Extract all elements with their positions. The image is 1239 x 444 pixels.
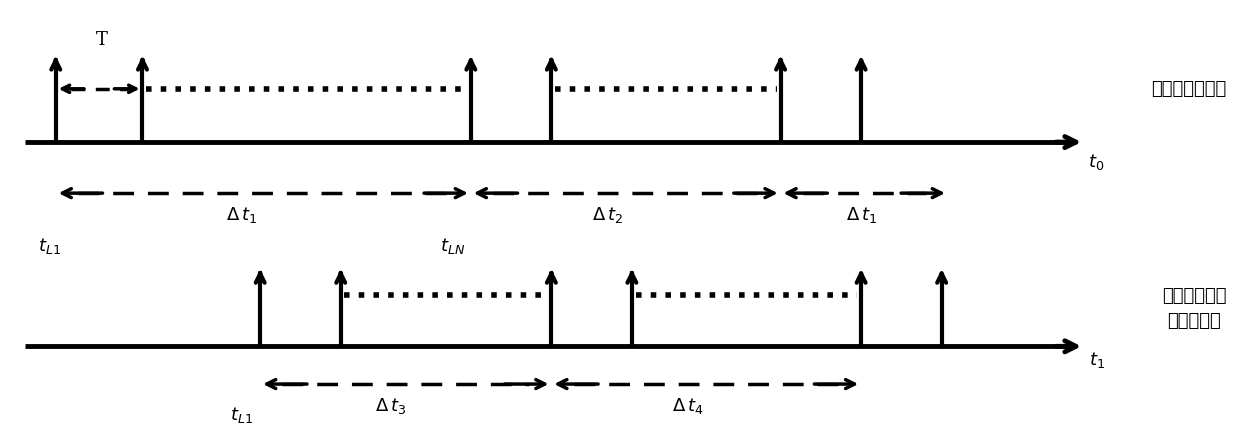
- Text: $\Delta\,t_4$: $\Delta\,t_4$: [672, 396, 704, 416]
- Text: $t_{L1}$: $t_{L1}$: [38, 236, 61, 257]
- Text: $t_1$: $t_1$: [1089, 349, 1104, 370]
- Text: $\Delta\,t_3$: $\Delta\,t_3$: [374, 396, 406, 416]
- Text: T: T: [95, 31, 108, 49]
- Text: $t_{L1}$: $t_{L1}$: [230, 405, 253, 425]
- Text: $\Delta\,t_1$: $\Delta\,t_1$: [225, 205, 258, 226]
- Text: 激光脉冲群触发: 激光脉冲群触发: [1151, 80, 1227, 98]
- Text: $\Delta\,t_1$: $\Delta\,t_1$: [845, 205, 877, 226]
- Text: $t_{LN}$: $t_{LN}$: [440, 236, 465, 257]
- Text: 单光子探测器
脉冲群触发: 单光子探测器 脉冲群触发: [1162, 287, 1227, 330]
- Text: $t_0$: $t_0$: [1088, 152, 1105, 172]
- Text: $\Delta\,t_2$: $\Delta\,t_2$: [591, 205, 623, 226]
